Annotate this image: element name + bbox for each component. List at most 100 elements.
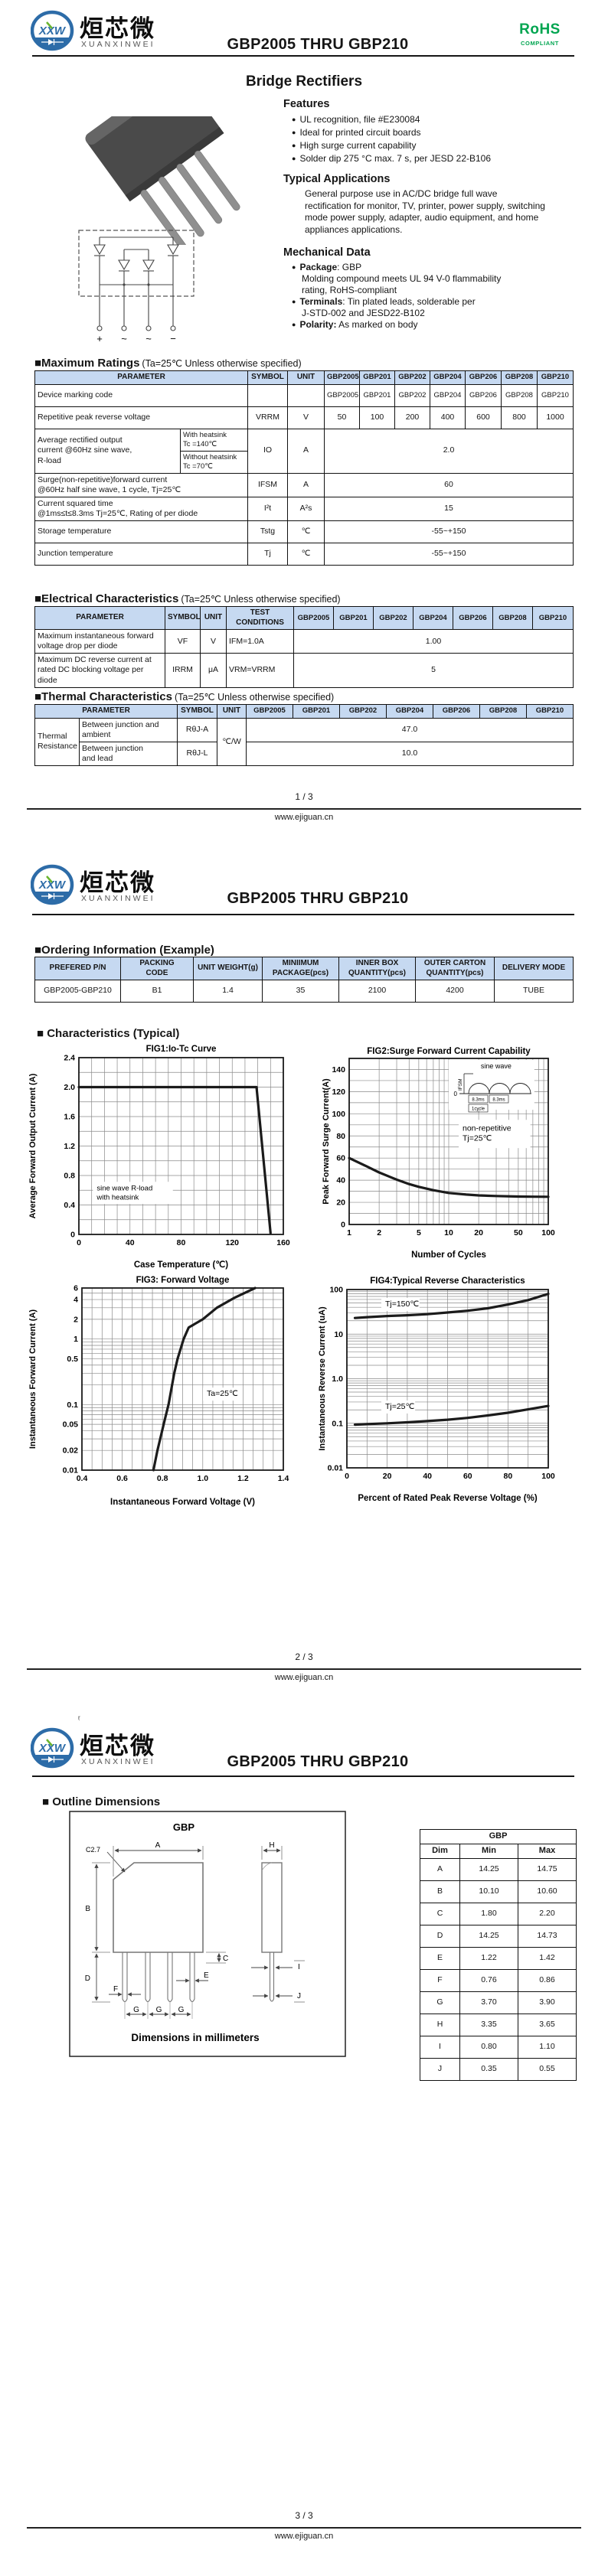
table-cell: 47.0 (246, 717, 574, 742)
table-cell: GBP206 (433, 704, 480, 719)
footer-website: www.ejiguan.cn (274, 813, 334, 822)
table-cell: TUBE (494, 980, 574, 1003)
list-item: ● Polarity: As marked on body (292, 319, 418, 330)
list-item: ● Solder dip 275 °C max. 7 s, per JESD 22… (292, 153, 492, 164)
footer-rule (27, 2527, 581, 2529)
svg-text:Percent of Rated Peak Reverse: Percent of Rated Peak Reverse Voltage (%… (358, 1494, 538, 1503)
svg-text:0.05: 0.05 (63, 1420, 79, 1430)
svg-text:60: 60 (336, 1154, 345, 1163)
svg-text:Dimensions in millimeters: Dimensions in millimeters (131, 2032, 259, 2043)
svg-text:F: F (113, 1985, 118, 1994)
table-cell: SYMBOL (165, 606, 201, 630)
list-item: ● High surge current capability (292, 140, 417, 151)
table-cell: GBP208 (501, 383, 538, 407)
svg-text:80: 80 (336, 1132, 345, 1141)
table-cell: UNIT (200, 606, 227, 630)
table-cell: 4200 (415, 980, 495, 1003)
table-cell: 600 (465, 406, 502, 429)
table-cell: A (287, 428, 325, 474)
svg-text:0.01: 0.01 (63, 1466, 79, 1475)
svg-text:J: J (297, 1992, 301, 2000)
svg-text:0.1: 0.1 (67, 1400, 78, 1410)
table-cell: PREFERED P/N (34, 957, 121, 980)
table-cell: GBP208 (501, 370, 538, 385)
table-cell: GBP201 (359, 383, 395, 407)
logo-icon: XXW (30, 10, 74, 51)
table-cell: 0.86 (518, 1968, 577, 1992)
footer-website: www.ejiguan.cn (274, 1673, 334, 1682)
table-cell: 60 (324, 472, 574, 497)
table-cell: H (420, 2013, 460, 2036)
table-cell: GBP202 (394, 383, 430, 407)
table-cell: UNIT (287, 370, 325, 385)
table-cell: GBP2005 (324, 370, 360, 385)
svg-text:Ta=25℃: Ta=25℃ (207, 1389, 238, 1398)
table-cell: 10.60 (518, 1880, 577, 1903)
table-cell: RθJ-L (177, 741, 217, 767)
svg-text:GBP: GBP (173, 1821, 195, 1833)
svg-text:20: 20 (474, 1228, 483, 1237)
svg-text:100: 100 (329, 1286, 343, 1295)
logo-latin-name: XUANXINWEI (81, 40, 155, 49)
chart-svg: 1 2 5 10 20 50 100 0 20 40 60 80 100 120 140 FIG2:Surge… (322, 1047, 555, 1260)
svg-text:sine wave R-load: sine wave R-load (96, 1184, 152, 1192)
logo-latin-name: XUANXINWEI (81, 1757, 155, 1766)
doc-title: GBP2005 THRU GBP210 (227, 1753, 409, 1770)
svg-text:Tj=25℃: Tj=25℃ (463, 1133, 492, 1143)
svg-text:1.2: 1.2 (237, 1474, 249, 1483)
svg-text:2.0: 2.0 (64, 1083, 75, 1092)
table-cell: RθJ-A (177, 717, 217, 742)
table-cell: GBP204 (430, 383, 466, 407)
svg-text:E: E (204, 1971, 209, 1980)
table-cell: μA (200, 653, 227, 688)
svg-text:20: 20 (383, 1472, 392, 1481)
header-rule (32, 1775, 574, 1777)
fig3-forward-voltage-chart: 0.4 0.6 0.8 1.0 1.2 1.4 6 4 2 1 0.5 0.1 0.05 0.02 0.01… (27, 1274, 314, 1512)
svg-text:1.0: 1.0 (197, 1474, 208, 1483)
footer-rule (27, 808, 581, 810)
table-cell: Surge(non-repetitive)forward current @60… (34, 472, 248, 497)
dimensions-table: GBP Dim Min Max A 14.25 14.75 B 10.10 10.60 C 1.80 2… (420, 1829, 577, 2081)
table-cell: 1.22 (459, 1946, 518, 1970)
max-ratings-heading: ■Maximum Ratings (Ta=25℃ Unless otherwise… (34, 357, 302, 370)
table-cell: GBP2005 (246, 704, 293, 719)
table-cell: PARAMETER (34, 704, 178, 719)
list-item: Molding compound meets UL 94 V-0 flammab… (302, 273, 502, 284)
table-cell: 100 (359, 406, 395, 429)
table-cell: GBP2005 (293, 606, 334, 630)
footer-website: www.ejiguan.cn (274, 2532, 334, 2541)
table-cell: 2.20 (518, 1902, 577, 1925)
company-logo: XXW 烜芯微 XUANXINWEI (30, 9, 207, 57)
table-cell: IO (247, 428, 288, 474)
table-cell: 10.10 (459, 1880, 518, 1903)
table-cell: GBP208 (479, 704, 527, 719)
chart-svg: 0 20 40 60 80 100 100 10 1.0 0.1 0.01 FIG4:Typical … (318, 1277, 555, 1503)
svg-text:with heatsink: with heatsink (96, 1193, 139, 1202)
svg-text:40: 40 (423, 1472, 432, 1481)
max-ratings-table: PARAMETER SYMBOL UNIT GBP2005 GBP201 GBP202 GB… (34, 370, 574, 566)
table-cell: A²s (287, 496, 325, 522)
table-cell: GBP210 (537, 370, 574, 385)
table-cell: Thermal Resistance (34, 717, 80, 766)
table-cell: 14.73 (518, 1924, 577, 1948)
table-cell: A (287, 472, 325, 497)
table-cell: I (420, 2035, 460, 2059)
svg-text:8.3ms: 8.3ms (472, 1098, 484, 1103)
page-number: 3 / 3 (295, 2510, 313, 2521)
table-cell: VRM=VRRM (226, 653, 294, 688)
table-cell: E (420, 1946, 460, 1970)
characteristics-heading: ■ Characteristics (Typical) (37, 1027, 180, 1040)
table-cell (247, 383, 288, 407)
svg-text:I: I (298, 1963, 300, 1971)
ordering-table: PREFERED P/N PACKING CODE UNIT WEIGHT(g) MI… (34, 957, 574, 1003)
table-cell: IFM=1.0A (226, 628, 294, 654)
outline-svg: GBP C2.7 A B C E D F G G G H I J Dimensions in millime… (69, 1811, 346, 2057)
svg-text:80: 80 (177, 1238, 186, 1247)
table-cell: GBP (420, 1829, 577, 1844)
table-cell: OUTER CARTON QUANTITY(pcs) (415, 957, 495, 980)
table-cell: ℃ (287, 520, 325, 543)
table-cell: 35 (262, 980, 339, 1003)
table: GBP Dim Min Max A 14.25 14.75 B 10.10 10.60 C 1.80 2… (420, 1829, 577, 2081)
svg-text:Instantaneous Forward Voltage: Instantaneous Forward Voltage (V) (110, 1498, 255, 1507)
applications-heading: Typical Applications (283, 173, 391, 185)
